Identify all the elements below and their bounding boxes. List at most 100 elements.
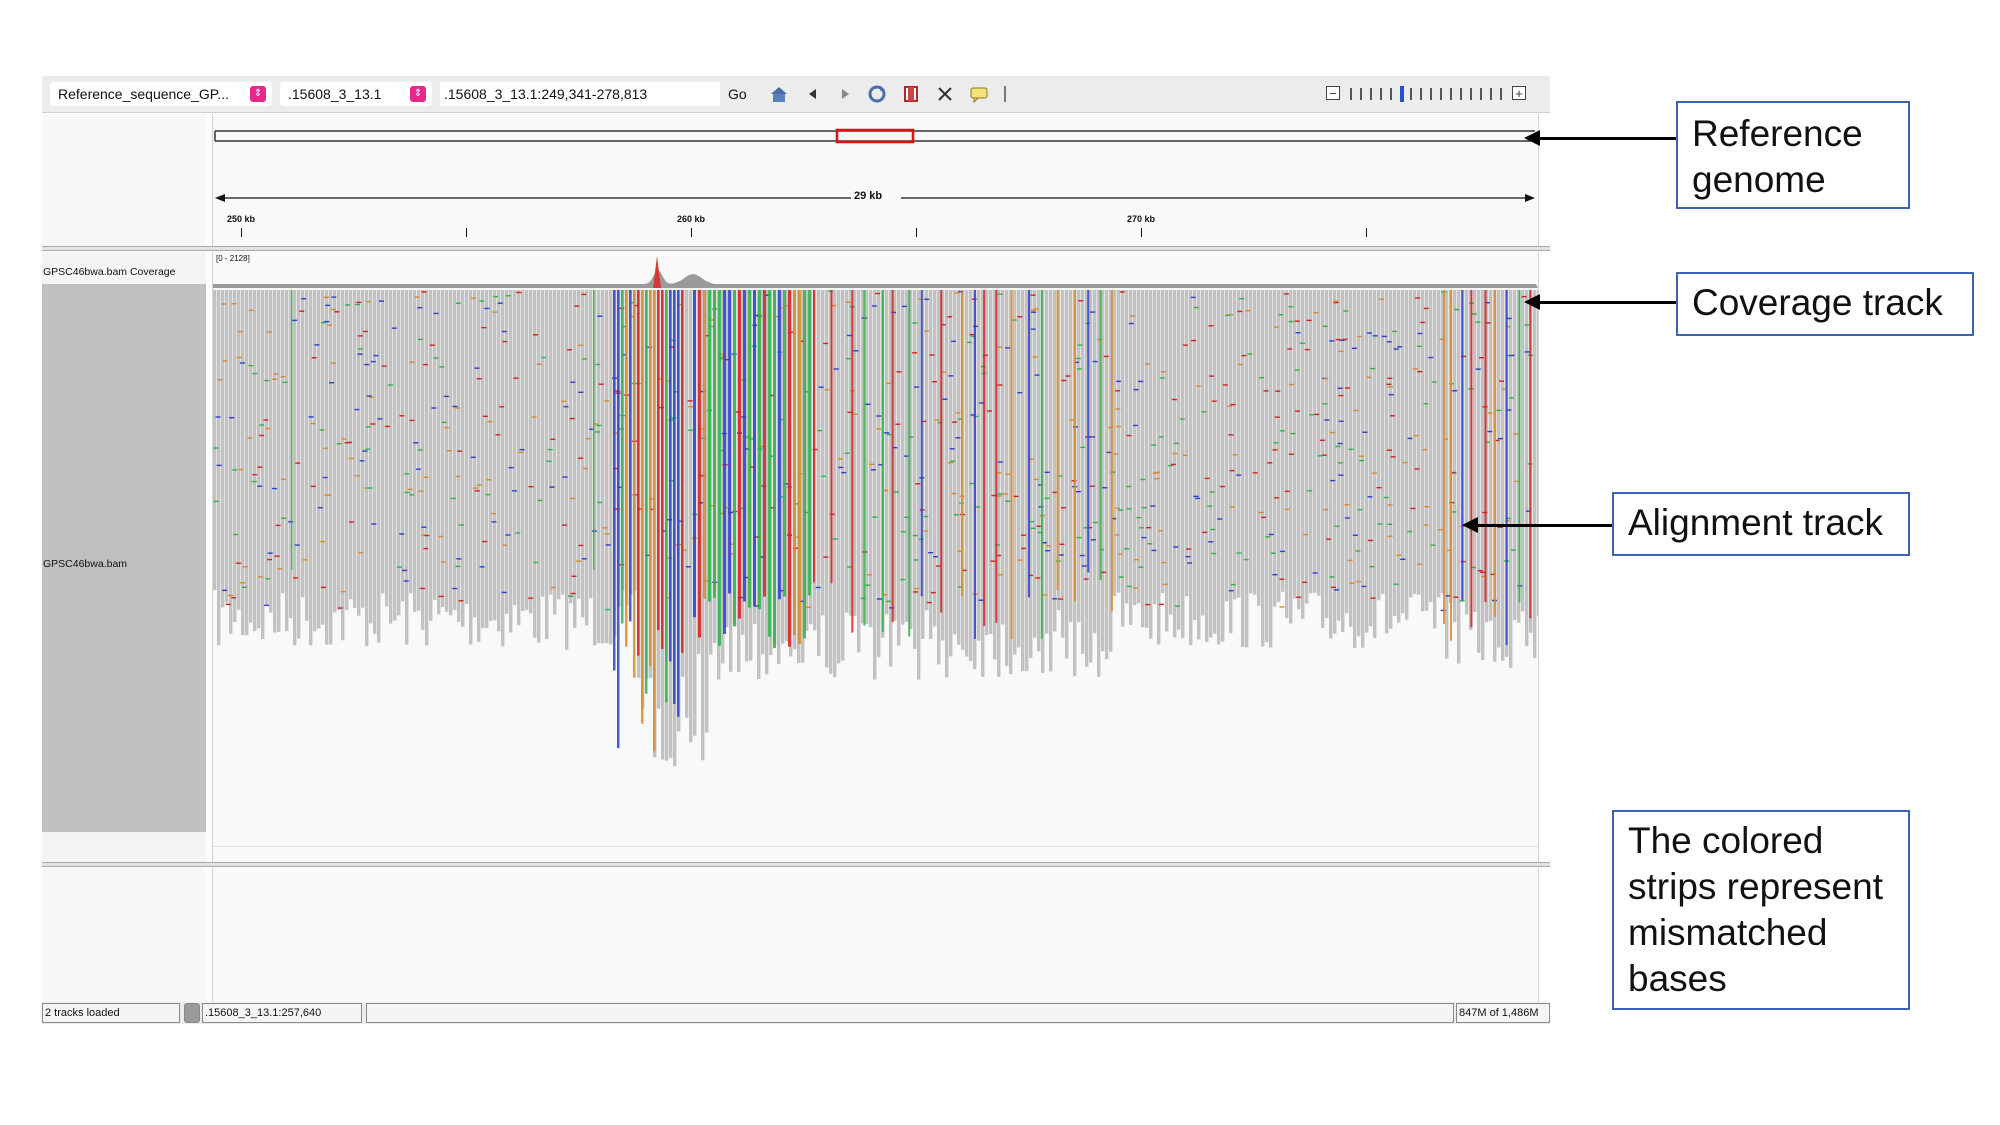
mismatch-mark <box>570 592 576 595</box>
read-column <box>1097 290 1101 677</box>
mismatch-mark <box>1423 524 1429 526</box>
read-column <box>361 290 365 608</box>
mismatch-mark <box>415 468 421 470</box>
zoom-level-tick[interactable] <box>1430 88 1432 100</box>
mismatch-mark <box>876 415 882 417</box>
pane-divider[interactable] <box>42 246 1550 251</box>
mismatch-mark <box>413 442 419 444</box>
alignment-track-name-block[interactable] <box>42 284 206 832</box>
pane-divider-lower[interactable] <box>42 862 1550 867</box>
mismatch-mark <box>369 396 375 399</box>
mismatch-mark <box>420 587 426 590</box>
zoom-level-tick[interactable] <box>1490 88 1492 100</box>
mismatch-strip <box>613 290 616 671</box>
mismatch-mark <box>1030 294 1036 296</box>
mismatch-mark <box>1227 405 1233 407</box>
read-column <box>421 290 425 630</box>
mismatch-strip <box>698 290 701 638</box>
zoom-level-tick[interactable] <box>1440 88 1442 100</box>
mismatch-mark <box>490 512 496 515</box>
mismatch-mark <box>429 344 435 346</box>
popup-text-icon[interactable] <box>968 84 990 104</box>
mismatch-mark <box>438 595 444 598</box>
read-column <box>1485 290 1489 623</box>
zoom-level-tick[interactable] <box>1360 88 1362 100</box>
mismatch-mark <box>1211 552 1217 555</box>
home-icon[interactable] <box>768 84 790 104</box>
read-column <box>1325 290 1329 619</box>
mismatch-mark <box>1416 345 1422 347</box>
mismatch-mark <box>936 565 942 567</box>
coverage-track-name[interactable]: GPSC46bwa.bam Coverage <box>43 266 176 278</box>
coverage-range-label: [0 - 2128] <box>216 254 250 263</box>
zoom-level-tick[interactable] <box>1350 88 1352 100</box>
zoom-level-tick[interactable] <box>1450 88 1452 100</box>
mismatch-mark <box>1028 574 1034 577</box>
genome-dropdown[interactable]: Reference_sequence_GP... ⇕ <box>50 82 272 106</box>
mismatch-mark <box>958 291 964 293</box>
zoom-level-tick[interactable] <box>1470 88 1472 100</box>
mismatch-mark <box>1116 380 1122 383</box>
zoom-level-marker[interactable] <box>1400 86 1404 102</box>
data-panel[interactable]: [0 - 2128] <box>212 252 1539 862</box>
mismatch-mark <box>549 486 555 488</box>
read-column <box>781 290 785 644</box>
zoom-widget[interactable]: − + <box>1326 82 1530 106</box>
mismatch-mark <box>1069 419 1075 421</box>
feature-panel[interactable] <box>212 868 1539 1002</box>
mismatch-mark <box>1111 517 1117 520</box>
mismatch-strip <box>920 290 923 597</box>
locus-input[interactable]: .15608_3_13.1:249,341-278,813 <box>440 82 720 106</box>
mismatch-mark <box>1329 576 1335 578</box>
mismatch-mark <box>1115 408 1121 410</box>
mismatch-mark <box>1079 554 1085 557</box>
mismatch-mark <box>222 589 228 592</box>
zoom-level-tick[interactable] <box>1480 88 1482 100</box>
zoom-level-tick[interactable] <box>1420 88 1422 100</box>
mismatch-mark <box>518 451 524 454</box>
read-column <box>1121 290 1125 627</box>
zoom-in-icon[interactable]: + <box>1512 86 1526 100</box>
resize-icon[interactable] <box>934 84 956 104</box>
mismatch-mark <box>225 603 231 606</box>
zoom-level-tick[interactable] <box>1380 88 1382 100</box>
mismatch-mark <box>914 587 920 590</box>
forward-icon[interactable] <box>834 84 856 104</box>
mismatch-mark <box>325 304 331 307</box>
mismatch-mark <box>1294 410 1300 412</box>
zoom-level-tick[interactable] <box>1370 88 1372 100</box>
mismatch-mark <box>1357 508 1363 511</box>
mismatch-mark <box>1017 316 1023 318</box>
zoom-level-tick[interactable] <box>1500 88 1502 100</box>
mismatch-mark <box>912 352 918 354</box>
mismatch-mark <box>1372 472 1378 474</box>
read-column <box>1261 290 1265 647</box>
mismatch-mark <box>259 424 265 426</box>
mismatch-mark <box>399 533 405 535</box>
zoom-level-tick[interactable] <box>1460 88 1462 100</box>
mismatch-mark <box>533 561 539 564</box>
zoom-out-icon[interactable]: − <box>1326 86 1340 100</box>
ruler-panel[interactable]: 29 kb 250 kb 260 kb 270 kb <box>212 114 1539 246</box>
status-indicator-icon <box>184 1003 200 1023</box>
read-column <box>309 290 313 646</box>
zoom-level-tick[interactable] <box>1410 88 1412 100</box>
read-column <box>325 290 329 645</box>
roi-icon[interactable] <box>900 84 922 104</box>
mismatch-mark <box>511 490 517 492</box>
mismatch-mark <box>1115 425 1121 428</box>
back-icon[interactable] <box>802 84 824 104</box>
chromosome-dropdown[interactable]: .15608_3_13.1 ⇕ <box>280 82 432 106</box>
read-column <box>353 290 357 608</box>
coverage-track[interactable] <box>213 252 1538 288</box>
alignment-track[interactable] <box>213 290 1538 830</box>
go-button[interactable]: Go <box>728 86 747 102</box>
mismatch-mark <box>441 421 447 424</box>
mismatch-mark <box>1013 495 1019 498</box>
read-column <box>1085 290 1089 667</box>
mismatch-strip <box>1028 290 1031 598</box>
read-column <box>1189 290 1193 646</box>
refresh-icon[interactable] <box>866 84 888 104</box>
zoom-level-tick[interactable] <box>1390 88 1392 100</box>
read-column <box>1221 290 1225 642</box>
